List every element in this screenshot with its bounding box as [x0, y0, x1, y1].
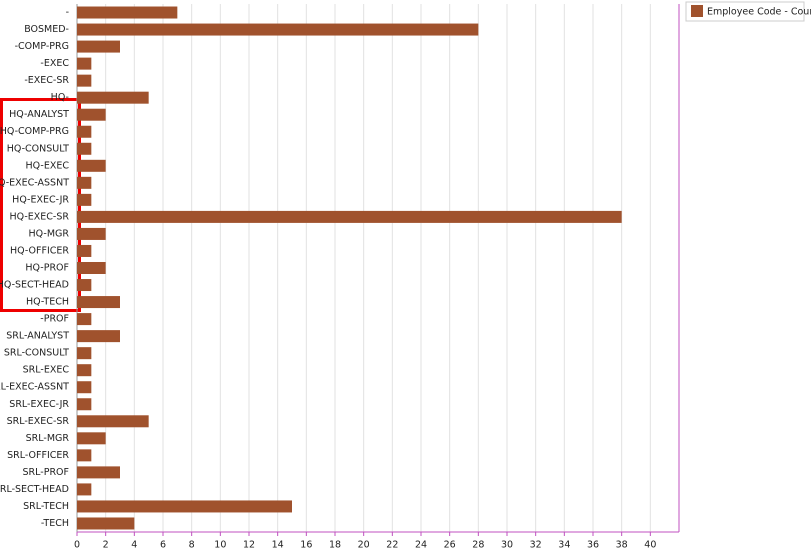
y-tick-label: SRL-ANALYST — [6, 331, 69, 342]
x-tick-label: 0 — [74, 540, 80, 551]
y-tick-label: SRL-MGR — [26, 433, 70, 444]
x-tick-label: 22 — [386, 540, 398, 551]
bar — [77, 398, 92, 411]
bar — [77, 466, 120, 479]
x-tick-label: 24 — [415, 540, 427, 551]
x-tick-label: 14 — [272, 540, 284, 551]
y-tick-label: HQ-PROF — [25, 263, 69, 274]
y-tick-label: SRL-SECT-HEAD — [0, 484, 69, 495]
y-tick-label: HQ-EXEC-JR — [12, 194, 69, 205]
legend-label: Employee Code - Count — [707, 7, 811, 18]
bar — [77, 262, 106, 274]
bar — [77, 159, 106, 172]
y-tick-label: HQ-COMP-PRG — [0, 126, 69, 137]
y-tick-label: HQ-OFFICER — [10, 245, 69, 256]
x-tick-label: 16 — [300, 540, 312, 551]
x-tick-label: 34 — [558, 540, 570, 551]
y-tick-label: -PROF — [40, 314, 69, 325]
y-tick-label: SRL-EXEC-ASSNT — [0, 382, 69, 393]
bar — [77, 6, 178, 19]
y-tick-label: HQ-EXEC — [26, 160, 70, 171]
bar — [77, 347, 92, 360]
y-tick-label: -TECH — [41, 518, 69, 529]
plot-area — [77, 4, 679, 532]
y-tick-label: -EXEC — [40, 58, 69, 69]
bar — [77, 142, 92, 155]
bar — [77, 40, 120, 53]
y-tick-label: HQ-SECT-HEAD — [0, 280, 69, 291]
y-tick-label: SRL-EXEC-JR — [9, 399, 69, 410]
bar — [77, 483, 92, 496]
bar — [77, 313, 92, 326]
y-tick-label: SRL-CONSULT — [4, 348, 69, 359]
bar — [77, 193, 92, 206]
bar — [77, 23, 479, 36]
x-tick-label: 10 — [214, 540, 226, 551]
y-tick-label: SRL-PROF — [23, 467, 69, 478]
bar — [77, 432, 106, 445]
x-tick-label: 4 — [131, 540, 137, 551]
bar — [77, 176, 92, 189]
x-tick-label: 20 — [358, 540, 370, 551]
bar — [77, 500, 292, 513]
legend-swatch — [691, 5, 703, 17]
bar — [77, 296, 120, 309]
y-tick-label: SRL-EXEC — [23, 365, 70, 376]
y-tick-label: -EXEC-SR — [24, 75, 69, 86]
bar — [77, 364, 92, 377]
y-tick-label: - — [66, 7, 69, 18]
x-tick-label: 40 — [644, 540, 656, 551]
bar — [77, 210, 622, 223]
x-tick-label: 12 — [243, 540, 255, 551]
y-tick-label: HQ- — [51, 92, 69, 103]
bar — [77, 227, 106, 240]
bar — [77, 91, 149, 104]
y-tick-label: HQ-MGR — [29, 228, 70, 239]
y-tick-label: -COMP-PRG — [15, 41, 69, 52]
bar — [77, 449, 92, 462]
x-tick-label: 36 — [587, 540, 599, 551]
bar — [77, 330, 120, 343]
x-tick-label: 18 — [329, 540, 341, 551]
bar — [77, 125, 92, 138]
y-tick-label: HQ-EXEC-SR — [9, 211, 69, 222]
y-tick-label: HQ-CONSULT — [7, 143, 69, 154]
x-tick-label: 26 — [444, 540, 456, 551]
x-tick-label: 2 — [103, 540, 109, 551]
y-tick-label: SRL-TECH — [23, 501, 69, 512]
x-tick-label: 32 — [530, 540, 542, 551]
bar — [77, 415, 149, 428]
y-tick-label: SRL-OFFICER — [7, 450, 69, 461]
x-tick-label: 38 — [616, 540, 628, 551]
x-tick-label: 8 — [189, 540, 195, 551]
x-tick-label: 30 — [501, 540, 513, 551]
bar — [77, 517, 135, 530]
y-tick-label: BOSMED- — [24, 24, 69, 35]
bar — [77, 108, 106, 121]
bar — [77, 57, 92, 70]
y-tick-label: HQ-TECH — [26, 297, 69, 308]
x-tick-label: 6 — [160, 540, 166, 551]
legend-box — [685, 1, 805, 22]
bar — [77, 74, 92, 87]
y-tick-label: HQ-ANALYST — [9, 109, 69, 120]
bar — [77, 244, 92, 257]
x-tick-label: 28 — [472, 540, 484, 551]
bar — [77, 279, 92, 292]
y-tick-label: SRL-EXEC-SR — [7, 416, 70, 427]
bar — [77, 381, 92, 394]
y-tick-label: HQ-EXEC-ASSNT — [0, 177, 69, 188]
